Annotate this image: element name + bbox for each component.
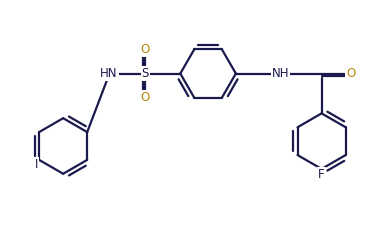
Text: O: O [141, 91, 150, 104]
Text: F: F [318, 168, 325, 181]
Text: S: S [142, 67, 149, 80]
Text: HN: HN [100, 67, 118, 80]
Text: O: O [141, 43, 150, 56]
Text: I: I [35, 158, 38, 171]
Text: NH: NH [272, 67, 289, 80]
Text: O: O [346, 67, 355, 80]
